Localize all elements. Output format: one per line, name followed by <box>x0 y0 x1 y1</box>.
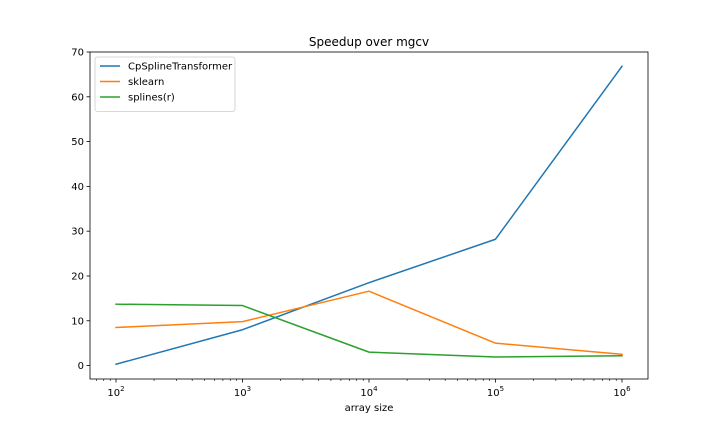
series-line-0 <box>115 65 624 366</box>
x-axis-label: array size <box>345 403 394 414</box>
legend-label-2: splines(r) <box>128 93 175 104</box>
x-tick-label-1: 103 <box>234 385 251 399</box>
legend-label-1: sklearn <box>128 77 164 88</box>
y-tick-label-1: 10 <box>71 316 84 327</box>
series-line-2 <box>115 303 623 358</box>
y-tick-label-0: 0 <box>78 361 84 372</box>
y-tick-label-7: 70 <box>71 48 84 59</box>
x-tick-label-3: 105 <box>487 385 504 399</box>
y-tick-label-3: 30 <box>71 227 84 238</box>
legend: CpSplineTransformer sklearn splines(r) <box>94 56 236 112</box>
y-tick-label-4: 40 <box>71 182 84 193</box>
series-line-1 <box>115 290 623 356</box>
x-tick-label-0: 102 <box>107 385 124 399</box>
legend-box <box>94 56 236 112</box>
y-tick-label-2: 20 <box>71 271 84 282</box>
legend-label-0: CpSplineTransformer <box>128 62 233 73</box>
y-tick-label-5: 50 <box>71 137 84 148</box>
x-tick-label-4: 106 <box>613 385 631 399</box>
x-tick-label-2: 104 <box>360 385 378 399</box>
chart-title: Speedup over mgcv <box>309 35 429 49</box>
y-tick-label-6: 60 <box>71 92 84 103</box>
